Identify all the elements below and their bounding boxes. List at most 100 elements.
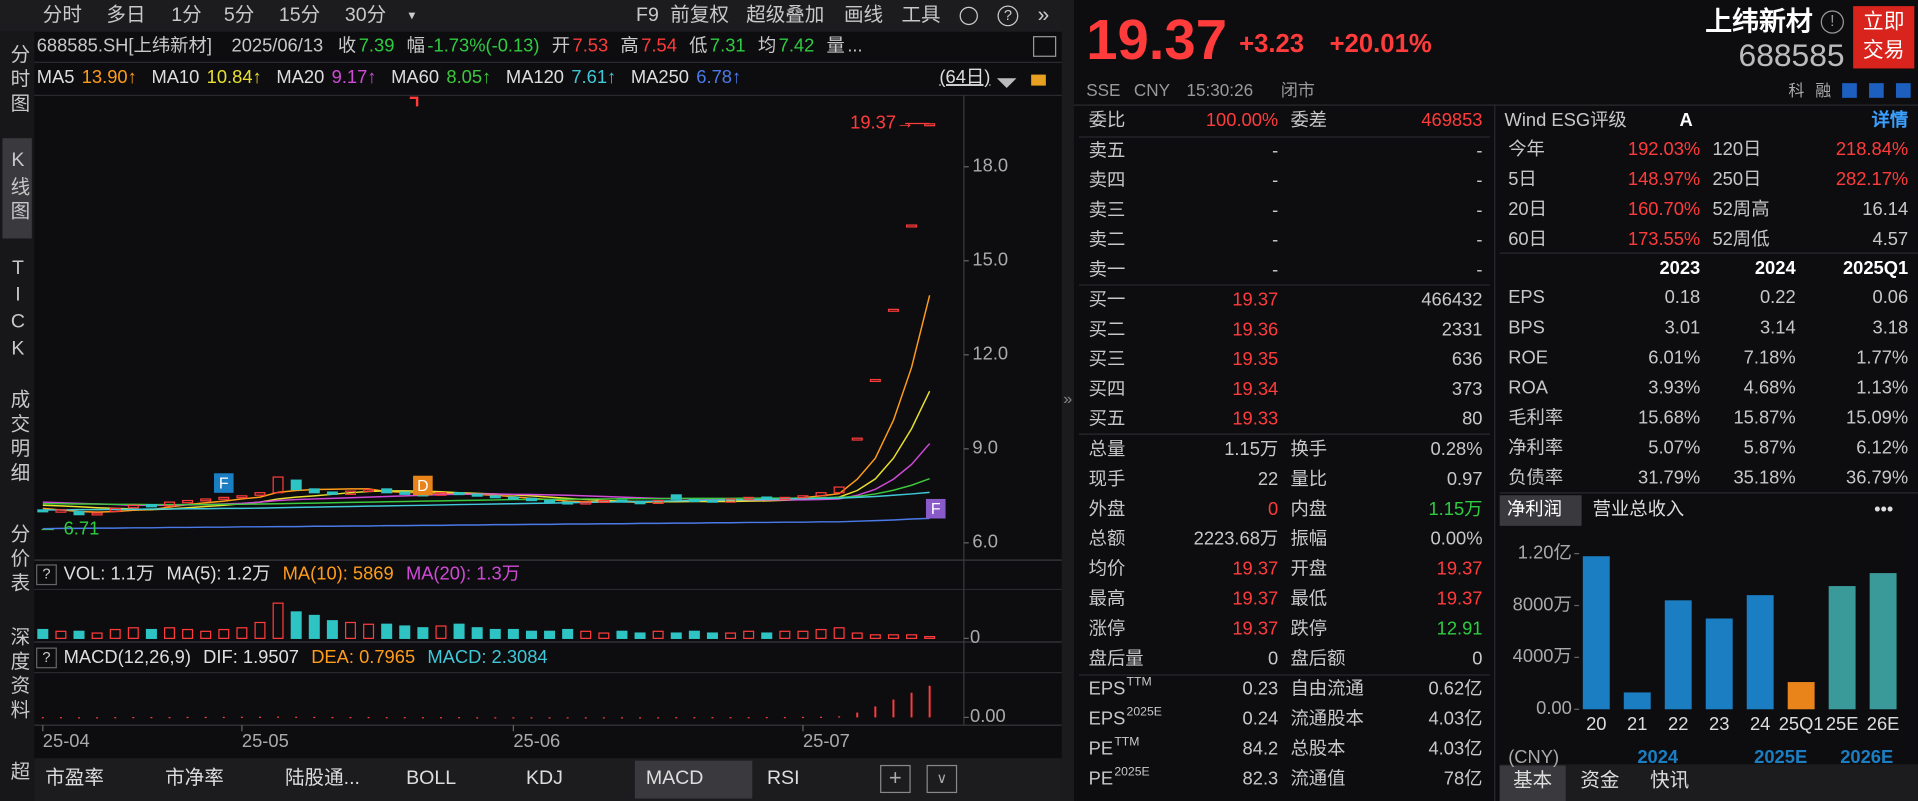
more[interactable]: •••: [1874, 498, 1893, 519]
add-icon[interactable]: +: [889, 765, 902, 790]
more-icon[interactable]: [926, 764, 958, 794]
stat-label: 外盘: [1089, 498, 1126, 519]
settings-icon[interactable]: [959, 6, 978, 26]
macd-bar: [96, 717, 99, 719]
volume-bar: [254, 621, 266, 639]
edit-icon[interactable]: [1842, 83, 1857, 98]
event-marker[interactable]: [925, 498, 946, 519]
period-tab[interactable]: 多日: [106, 4, 145, 26]
tool-button[interactable]: 画线: [844, 4, 883, 26]
expand-icon[interactable]: »: [1038, 3, 1050, 26]
trade-button-label[interactable]: 交易: [1863, 39, 1905, 62]
macd-bar: [530, 717, 533, 719]
side-tab[interactable]: K线图: [7, 149, 30, 225]
chart-tab[interactable]: 净利润: [1507, 498, 1562, 519]
indicator-tab[interactable]: 市盈率: [45, 767, 104, 789]
macd-bar: [277, 716, 280, 718]
tool-button[interactable]: 超级叠加: [746, 4, 824, 26]
bottom-tab[interactable]: 资金: [1580, 770, 1619, 792]
bottom-tab-active[interactable]: [1499, 765, 1566, 801]
volume-bar: [145, 628, 157, 639]
candle: [363, 488, 375, 493]
dropdown[interactable]: ▾: [409, 7, 416, 22]
side-tab[interactable]: TICK: [7, 257, 29, 365]
tool-button[interactable]: 工具: [901, 4, 940, 26]
range-dropdown[interactable]: [996, 78, 1017, 89]
candle: [906, 224, 918, 228]
period-tab[interactable]: 15分: [279, 4, 320, 26]
more-icon[interactable]: ∨: [936, 771, 947, 787]
help-icon[interactable]: [997, 5, 1019, 27]
help-box[interactable]: [36, 647, 57, 669]
ob-price: -: [1272, 258, 1278, 279]
period-tab[interactable]: 5分: [224, 4, 254, 26]
indicator-tab[interactable]: BOLL: [406, 767, 456, 789]
candle: [670, 494, 682, 500]
fund-value: 36.79%: [1846, 467, 1908, 488]
candle: [91, 512, 103, 516]
side-tab[interactable]: 分时图: [7, 44, 30, 117]
trade-button-label[interactable]: 立即: [1863, 11, 1905, 34]
event-marker-label[interactable]: F: [219, 475, 229, 492]
trade-button[interactable]: [1853, 6, 1915, 69]
indicator-tab[interactable]: 市净率: [165, 767, 224, 789]
event-marker[interactable]: [214, 473, 234, 493]
volume-bar: [326, 620, 338, 639]
help-box[interactable]: ?: [42, 650, 50, 666]
stat-label: 流通股本: [1290, 708, 1363, 729]
tool-button[interactable]: F9: [636, 4, 659, 26]
period-tab[interactable]: 分时: [43, 4, 82, 26]
pane-legend: DIF: 1.9507: [203, 646, 299, 667]
bottom-tab[interactable]: 基本: [1513, 770, 1552, 792]
info-icon[interactable]: !: [1830, 13, 1834, 30]
side-tab[interactable]: 分价表: [7, 523, 30, 596]
side-tab[interactable]: 成交明细: [7, 389, 30, 487]
legend-name: MA10: [151, 66, 199, 87]
side-tab[interactable]: 深度资料: [7, 626, 30, 724]
tab-active[interactable]: [1499, 495, 1582, 526]
indicator-tab[interactable]: RSI: [767, 767, 800, 789]
bottom-tab[interactable]: 快讯: [1650, 770, 1689, 792]
legend-value: 7.61↑: [571, 66, 616, 87]
help-icon[interactable]: ?: [1004, 8, 1012, 24]
chart-icon[interactable]: [1869, 83, 1884, 98]
candle: [73, 510, 85, 516]
candle: [308, 488, 320, 494]
side-tab[interactable]: 超: [7, 761, 30, 785]
splitter[interactable]: [1061, 0, 1074, 801]
help-box[interactable]: [36, 564, 57, 586]
volume-bar: [525, 630, 537, 639]
indicator-tab[interactable]: MACD: [646, 767, 704, 789]
period-tab[interactable]: 1分: [171, 4, 201, 26]
indicator-tab[interactable]: 陆股通...: [285, 767, 360, 789]
volume-bar: [924, 635, 936, 639]
help-box[interactable]: ?: [42, 567, 50, 583]
ob-volume: 80: [1462, 408, 1482, 429]
toolbar: [0, 0, 1062, 32]
event-marker-label[interactable]: F: [931, 501, 941, 518]
stat-label-sup: TTM: [1127, 675, 1152, 689]
period-tab[interactable]: 30分: [345, 4, 386, 26]
wp-icon[interactable]: [1032, 36, 1057, 57]
add-icon[interactable]: [880, 764, 911, 794]
stat-label: 最高: [1089, 588, 1126, 609]
collapse[interactable]: »: [1063, 391, 1072, 408]
lock-icon[interactable]: [1031, 74, 1046, 86]
stat-value: 0.00%: [1431, 528, 1483, 549]
info-icon[interactable]: [1820, 10, 1844, 34]
ob-label: 委差: [1290, 109, 1327, 130]
range-label[interactable]: (64日): [939, 66, 990, 87]
y-tick-label: 12.0: [972, 343, 1008, 364]
event-marker[interactable]: [413, 475, 433, 496]
esg-link[interactable]: 详情: [1872, 109, 1909, 130]
fund-value: 35.18%: [1733, 467, 1795, 488]
volume-bar: [652, 630, 664, 639]
chart-tab[interactable]: 营业总收入: [1593, 498, 1685, 519]
event-marker-label[interactable]: D: [417, 478, 428, 495]
legend-value: 9.17↑: [332, 66, 377, 87]
ob-volume: 466432: [1421, 289, 1482, 310]
y-tick-label: 6.0: [972, 531, 997, 552]
add-icon[interactable]: [1895, 83, 1911, 98]
indicator-tab[interactable]: KDJ: [526, 767, 563, 789]
tool-button[interactable]: 前复权: [670, 4, 729, 26]
